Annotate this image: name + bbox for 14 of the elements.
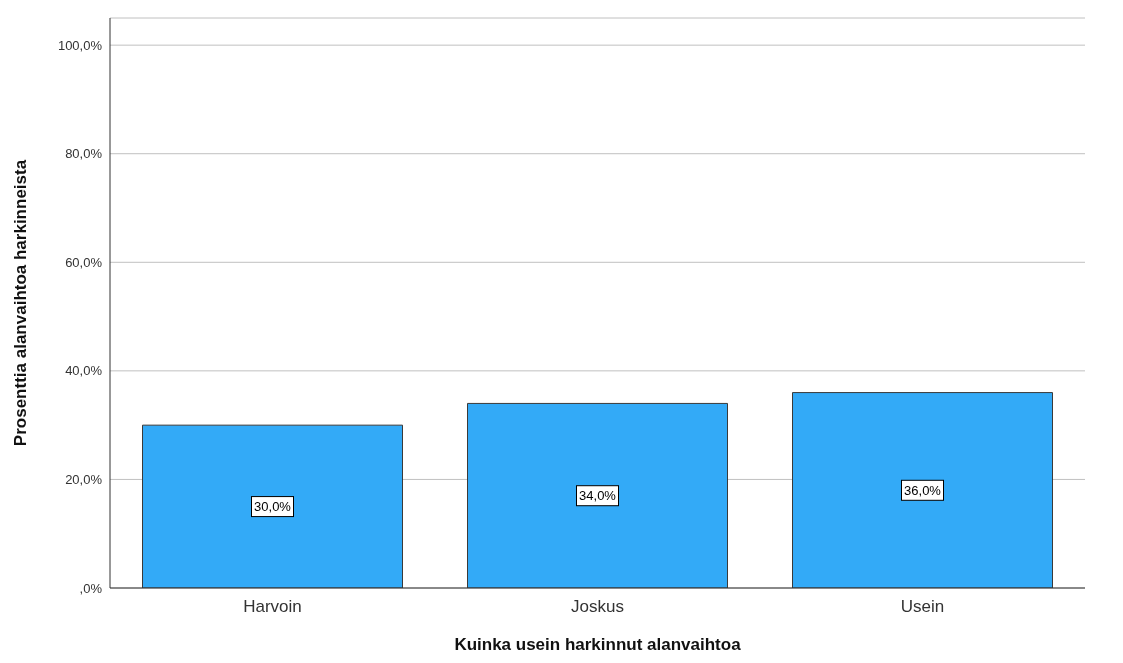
y-tick-label: 100,0% [57,37,103,53]
data-label: 34,0% [579,488,617,504]
x-tick-label: Usein [900,597,945,617]
y-tick-label: 40,0% [65,363,103,379]
y-tick-label: 60,0% [65,254,103,270]
data-label: 30,0% [254,499,292,515]
x-tick-label: Harvoin [243,597,302,617]
y-tick-label: ,0% [79,580,103,596]
x-tick-label: Joskus [571,597,624,617]
y-axis-title: Prosenttia alanvaihtoa harkinneista [11,159,31,447]
y-tick-label: 80,0% [65,146,103,162]
x-axis-title: Kuinka usein harkinnut alanvaihtoa [454,635,742,654]
y-tick-label: 20,0% [65,472,103,488]
data-label: 36,0% [904,482,942,498]
